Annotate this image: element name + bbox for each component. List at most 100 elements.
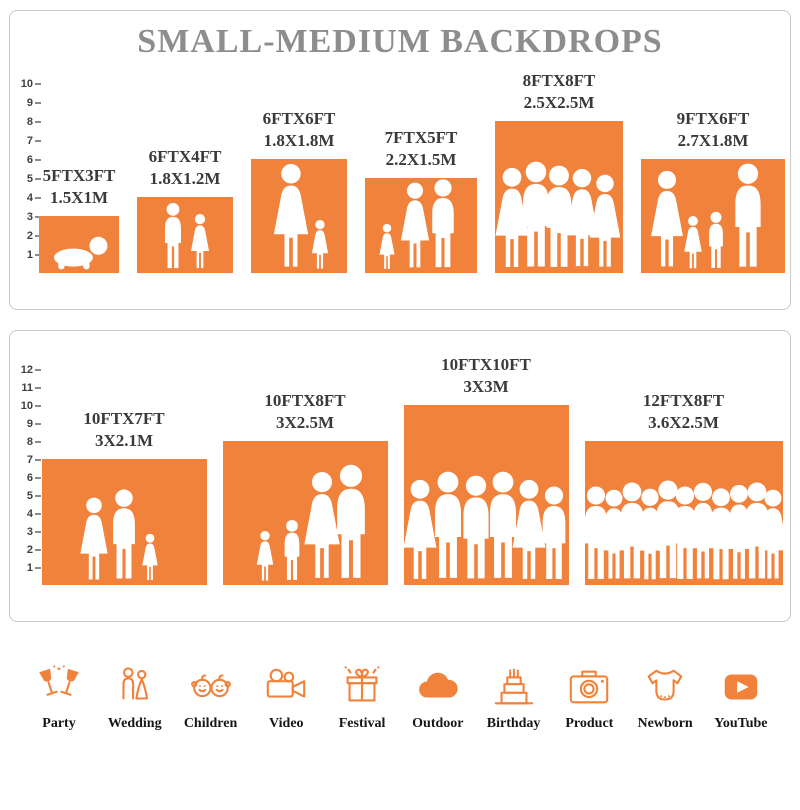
ruler-tick-number: 2 [26,230,33,242]
category-label: Newborn [637,716,693,731]
ruler-tick-number: 4 [26,192,33,204]
bars-row: 10FTX7FT 3X2.1M 10FTX8FT 3X2.5M 10FTX10FT 3X3… [41,354,788,585]
person-silhouette [650,171,683,267]
category-label: Party [42,716,76,731]
backdrop-size-label: 7FTX5FT 2.2X1.5M [385,127,458,171]
backdrop-item: 12FTX8FT 3.6X2.5M [584,390,788,585]
size-feet: 12FTX8FT [642,390,725,410]
backdrop-item: 6FTX6FT 1.8X1.8M [251,108,347,273]
person-silhouette [432,179,455,267]
person-silhouette [379,223,395,269]
person-silhouette [257,530,274,581]
category-product: Product [554,664,624,732]
person-silhouette [274,163,309,267]
bars-row: 5FTX3FT 1.5X1M 6FTX4FT 1.8X1.2M 6FTX6FT 1.8X1… [39,70,785,273]
ruler-tick-mark [35,441,41,443]
category-children: Children [176,664,246,732]
backdrop-rect [137,197,233,273]
ruler-tick: 2 [17,544,41,556]
person-silhouette [655,480,680,579]
video-icon [267,668,306,698]
ruler-tick: 6 [17,154,41,166]
ruler-tick-mark [35,405,41,407]
category-label: Product [565,716,614,731]
category-icon-row: Party Wedding Children Video Festival Outdoor… [24,664,776,732]
ruler-tick: 11 [17,382,41,394]
person-silhouette [165,202,182,268]
size-feet: 6FTX6FT [262,108,336,128]
person-silhouette [674,486,697,579]
page-title: SMALL-MEDIUM BACKDROPS [137,23,663,60]
backdrop-size-label: 10FTX7FT 3X2.1M [83,408,164,452]
ruler-tick-number: 1 [26,249,33,261]
backdrop-size-label: 10FTX8FT 3X2.5M [264,390,345,434]
size-feet: 10FTX8FT [264,390,346,410]
ruler-tick: 12 [17,364,41,376]
person-silhouette [757,490,788,579]
size-meters: 1.8X1.8M [263,130,335,150]
person-silhouette [337,464,366,579]
ruler-tick: 3 [17,526,41,538]
ruler-tick: 2 [17,230,41,242]
person-silhouette [495,167,529,267]
ruler-tick: 3 [17,211,41,223]
person-silhouette [303,472,340,579]
category-birthday: Birthday [479,664,549,732]
backdrop-item: 9FTX6FT 2.7X1.8M [641,108,785,273]
ruler-tick-mark [35,531,41,533]
size-meters: 3X3M [463,376,509,396]
wedding-icon [122,667,148,700]
ruler-tick-mark [35,235,41,237]
ruler-tick-number: 4 [26,508,33,520]
ruler-tick: 8 [17,436,41,448]
ruler-tick-mark [35,159,41,161]
backdrop-size-label: 12FTX8FT 3.6X2.5M [643,390,724,434]
ruler-tick-mark [35,567,41,569]
backdrop-item: 8FTX8FT 2.5X2.5M [495,70,623,273]
ruler-tick-number: 2 [26,544,33,556]
backdrop-item: 5FTX3FT 1.5X1M [39,165,119,273]
ruler-tick: 10 [17,78,41,90]
person-silhouette [401,182,430,268]
person-silhouette [191,214,210,269]
category-festival: Festival [327,664,397,732]
backdrop-item: 10FTX7FT 3X2.1M [41,408,207,585]
ruler-tick-number: 3 [26,211,33,223]
ruler-tick: 1 [17,249,41,261]
festival-icon [344,666,380,702]
size-feet: 10FTX10FT [441,354,531,374]
ruler-tick: 1 [17,562,41,574]
ruler-tick-number: 10 [20,400,33,412]
size-meters: 3X2.1M [94,430,154,450]
backdrop-rect [251,159,347,273]
person-silhouette [709,488,733,579]
children-icon [190,674,231,698]
ruler-tick-mark [35,495,41,497]
backdrop-size-label: 10FTX10FT 3X3M [441,354,531,398]
backdrop-rect [39,216,119,273]
ruler-tick-number: 5 [26,490,33,502]
ruler-tick: 10 [17,400,41,412]
person-silhouette [512,479,546,579]
backdrop-item: 7FTX5FT 2.2X1.5M [365,127,477,273]
person-silhouette [142,534,159,581]
ruler-tick: 5 [17,173,41,185]
ruler-tick-mark [35,369,41,371]
ruler-tick-mark [35,121,41,123]
ruler-tick: 4 [17,192,41,204]
ruler-tick-number: 9 [26,418,33,430]
ruler-tick-number: 12 [20,364,33,376]
ruler-tick: 4 [17,508,41,520]
category-label: Video [269,716,304,731]
ruler: 1 2 3 4 5 6 7 8 9 10 [15,11,41,273]
person-silhouette [585,486,608,579]
ruler-tick: 8 [17,116,41,128]
backdrop-item: 10FTX8FT 3X2.5M [222,390,388,585]
person-silhouette [284,519,300,580]
person-silhouette [565,169,599,267]
ruler-tick-number: 8 [26,116,33,128]
category-newborn: Newborn [630,664,700,732]
ruler-tick-mark [35,477,41,479]
person-silhouette [589,174,621,267]
person-silhouette [80,497,108,580]
